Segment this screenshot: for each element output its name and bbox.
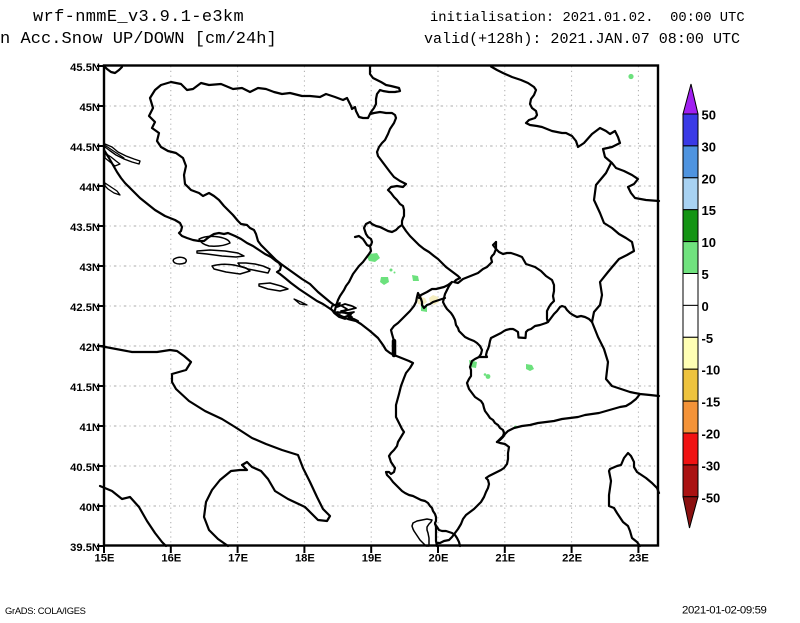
svg-text:20E: 20E — [429, 553, 449, 565]
svg-text:-15: -15 — [702, 395, 721, 410]
svg-text:2021-01-02-09:59: 2021-01-02-09:59 — [682, 605, 767, 617]
svg-text:valid(+128h): 2021.JAN.07 08:0: valid(+128h): 2021.JAN.07 08:00 UTC — [424, 30, 740, 48]
svg-text:18E: 18E — [295, 553, 315, 565]
svg-text:41.5N: 41.5N — [70, 382, 100, 394]
svg-text:n Acc.Snow UP/DOWN [cm/24h]: n Acc.Snow UP/DOWN [cm/24h] — [0, 30, 277, 49]
svg-text:17E: 17E — [228, 553, 248, 565]
svg-text:GrADS: COLA/IGES: GrADS: COLA/IGES — [5, 605, 86, 616]
svg-text:22E: 22E — [562, 553, 582, 565]
svg-text:42.5N: 42.5N — [70, 302, 100, 314]
svg-text:-10: -10 — [702, 363, 721, 378]
svg-text:-20: -20 — [702, 427, 721, 442]
svg-text:15E: 15E — [95, 553, 115, 565]
svg-text:5: 5 — [702, 267, 709, 282]
svg-text:20: 20 — [702, 171, 716, 186]
svg-text:43.5N: 43.5N — [70, 222, 100, 234]
svg-text:10: 10 — [702, 235, 716, 250]
svg-text:44N: 44N — [79, 182, 100, 194]
svg-text:-50: -50 — [702, 490, 721, 505]
svg-text:-5: -5 — [702, 331, 714, 346]
svg-text:45N: 45N — [79, 102, 100, 114]
svg-text:16E: 16E — [161, 553, 181, 565]
svg-text:42N: 42N — [79, 342, 100, 354]
svg-text:21E: 21E — [495, 553, 515, 565]
svg-text:30: 30 — [702, 139, 716, 154]
svg-text:39.5N: 39.5N — [70, 542, 100, 554]
svg-text:40.5N: 40.5N — [70, 462, 100, 474]
svg-text:initialisation: 2021.01.02. 0: initialisation: 2021.01.02. 00:00 UTC — [430, 10, 745, 26]
svg-text:19E: 19E — [362, 553, 382, 565]
svg-text:44.5N: 44.5N — [70, 142, 100, 154]
svg-text:wrf-nmmE_v3.9.1-e3km: wrf-nmmE_v3.9.1-e3km — [33, 8, 244, 27]
svg-text:45.5N: 45.5N — [70, 62, 100, 74]
svg-text:23E: 23E — [629, 553, 649, 565]
svg-text:0: 0 — [702, 299, 709, 314]
svg-text:15: 15 — [702, 203, 716, 218]
svg-text:43N: 43N — [79, 262, 100, 274]
svg-text:40N: 40N — [79, 502, 100, 514]
svg-text:-30: -30 — [702, 458, 721, 473]
svg-text:50: 50 — [702, 108, 716, 123]
svg-text:41N: 41N — [79, 422, 100, 434]
